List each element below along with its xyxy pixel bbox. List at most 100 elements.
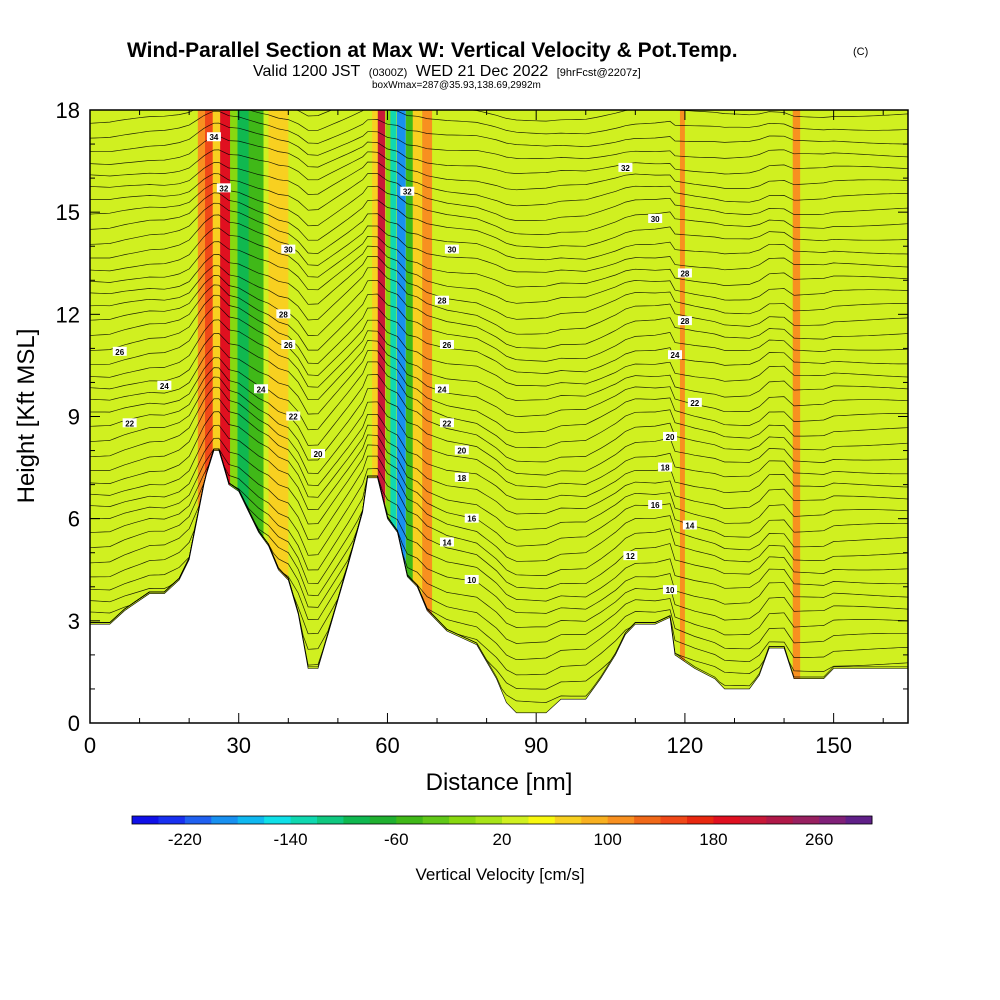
theta-label-bg bbox=[434, 384, 449, 394]
theta-label-19: 16 bbox=[464, 513, 479, 524]
theta-contour-line-21 bbox=[90, 319, 908, 401]
theta-label-text: 16 bbox=[467, 515, 476, 524]
theta-label-4: 26 bbox=[281, 339, 296, 350]
theta-label-bg bbox=[439, 339, 454, 349]
theta-label-bg bbox=[157, 380, 172, 390]
velocity-band-1 bbox=[205, 110, 215, 723]
velocity-band-10 bbox=[385, 110, 392, 723]
theta-contour-line-31 bbox=[90, 202, 908, 261]
theta-contour-line-23 bbox=[90, 294, 908, 374]
theta-label-bg bbox=[464, 574, 479, 584]
colorbar-tick-label: -140 bbox=[274, 830, 308, 849]
colorbar-tick-label: 20 bbox=[493, 830, 512, 849]
colorbar-swatch-6 bbox=[290, 816, 318, 824]
theta-label-bg bbox=[663, 431, 678, 441]
subtitle-date: WED 21 Dec 2022 bbox=[416, 63, 549, 80]
theta-label-13: 28 bbox=[434, 295, 449, 306]
theta-label-text: 28 bbox=[438, 297, 447, 306]
velocity-band-17 bbox=[792, 110, 801, 723]
theta-label-18: 18 bbox=[454, 472, 469, 483]
theta-label-16: 22 bbox=[439, 418, 454, 428]
colorbar-tick-label: -220 bbox=[168, 830, 202, 849]
theta-label-text: 28 bbox=[279, 310, 288, 319]
theta-contour-line-9 bbox=[90, 448, 908, 576]
theta-label-2: 30 bbox=[281, 244, 296, 255]
theta-label-bg bbox=[122, 418, 137, 428]
theta-contour-line-13 bbox=[90, 411, 908, 515]
theta-label-text: 24 bbox=[257, 385, 266, 394]
velocity-band-16 bbox=[679, 110, 685, 723]
theta-contour-line-22 bbox=[90, 306, 908, 387]
theta-label-1: 32 bbox=[216, 183, 231, 193]
theta-label-31: 14 bbox=[682, 520, 697, 530]
theta-contour-line-12 bbox=[90, 424, 908, 531]
theta-label-bg bbox=[444, 244, 459, 254]
colorbar-swatch-0 bbox=[132, 816, 159, 824]
theta-label-bg bbox=[677, 316, 692, 326]
theta-contour-line-24 bbox=[90, 284, 908, 362]
velocity-band-8 bbox=[372, 110, 379, 723]
theta-label-bg bbox=[281, 339, 296, 349]
theta-label-text: 20 bbox=[457, 447, 466, 456]
theta-contour-line-26 bbox=[90, 265, 908, 335]
theta-label-text: 18 bbox=[457, 474, 466, 483]
theta-contour-line-17 bbox=[90, 367, 908, 463]
theta-label-33: 10 bbox=[663, 585, 678, 595]
theta-label-bg bbox=[276, 309, 291, 319]
theta-label-8: 26 bbox=[112, 346, 127, 357]
theta-label-bg bbox=[687, 397, 702, 407]
theta-label-bg bbox=[112, 346, 127, 356]
theta-label-text: 12 bbox=[626, 552, 635, 561]
velocity-band-15 bbox=[422, 110, 433, 723]
velocity-band-13 bbox=[406, 110, 414, 723]
colorbar-swatch-14 bbox=[502, 816, 529, 824]
theta-label-text: 18 bbox=[661, 464, 670, 473]
velocity-band-14 bbox=[412, 110, 422, 723]
colorbar-swatch-9 bbox=[369, 816, 397, 824]
theta-label-bg bbox=[454, 472, 469, 482]
theta-contour-line-36 bbox=[90, 149, 908, 191]
theta-label-text: 34 bbox=[209, 133, 218, 142]
colorbar-swatch-7 bbox=[317, 816, 344, 824]
theta-contour-line-15 bbox=[90, 386, 908, 488]
title-copyright-mark: (C) bbox=[853, 46, 868, 58]
theta-label-text: 24 bbox=[438, 385, 447, 394]
colorbar-swatch-15 bbox=[528, 816, 556, 824]
theta-label-text: 16 bbox=[651, 501, 660, 510]
theta-label-text: 14 bbox=[442, 539, 451, 548]
theta-contour-line-41 bbox=[295, 110, 908, 122]
theta-label-bg bbox=[623, 551, 638, 561]
theta-label-bg bbox=[648, 213, 663, 223]
theta-label-12: 30 bbox=[444, 244, 459, 255]
theta-label-text: 24 bbox=[160, 382, 169, 391]
theta-contour-line-11 bbox=[90, 437, 908, 547]
colorbar-swatch-1 bbox=[158, 816, 186, 824]
chart-title: Wind-Parallel Section at Max W: Vertical… bbox=[127, 39, 738, 62]
x-tick-label: 150 bbox=[815, 733, 852, 758]
colorbar-swatch-20 bbox=[660, 816, 688, 824]
theta-label-bg bbox=[658, 462, 673, 472]
colorbar-swatch-27 bbox=[845, 816, 873, 824]
theta-contour-line-34 bbox=[90, 173, 908, 221]
theta-label-bg bbox=[439, 537, 454, 547]
theta-label-text: 26 bbox=[284, 341, 293, 350]
theta-label-bg bbox=[682, 520, 697, 530]
theta-label-15: 24 bbox=[434, 384, 449, 394]
theta-label-29: 18 bbox=[658, 462, 673, 473]
y-axis-ticks: 0 3 6 9 12 15 18 bbox=[56, 98, 908, 736]
y-axis-label: Height [Kft MSL] bbox=[13, 329, 40, 504]
theta-label-bg bbox=[286, 411, 301, 421]
theta-label-text: 26 bbox=[442, 341, 451, 350]
colorbar-swatch-11 bbox=[422, 816, 450, 824]
velocity-band-2 bbox=[212, 110, 221, 723]
theta-label-text: 30 bbox=[284, 246, 293, 255]
colorbar-tick-label: 180 bbox=[699, 830, 727, 849]
theta-label-bg bbox=[618, 162, 633, 172]
theta-label-bg bbox=[254, 384, 269, 394]
theta-contour-line-20 bbox=[90, 333, 908, 418]
theta-label-bg bbox=[434, 295, 449, 305]
theta-contour-line-40 bbox=[90, 110, 908, 135]
theta-contour-line-30 bbox=[90, 214, 908, 273]
colorbar-swatch-2 bbox=[184, 816, 212, 824]
theta-contour-line-39 bbox=[90, 110, 908, 148]
